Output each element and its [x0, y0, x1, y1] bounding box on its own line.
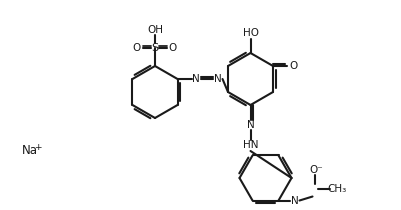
Text: +: + [34, 143, 42, 151]
Text: O⁻: O⁻ [309, 164, 322, 175]
Text: N: N [246, 120, 254, 130]
Text: HN: HN [242, 140, 257, 150]
Text: OH: OH [147, 25, 162, 35]
Text: Na: Na [22, 143, 38, 156]
Text: O: O [288, 61, 296, 71]
Text: HO: HO [242, 28, 258, 38]
Text: N: N [213, 74, 221, 84]
Text: O: O [168, 43, 177, 53]
Text: CH₃: CH₃ [326, 184, 345, 194]
Text: N: N [290, 196, 298, 206]
Text: S: S [151, 43, 158, 53]
Text: N: N [191, 74, 199, 84]
Text: O: O [133, 43, 141, 53]
